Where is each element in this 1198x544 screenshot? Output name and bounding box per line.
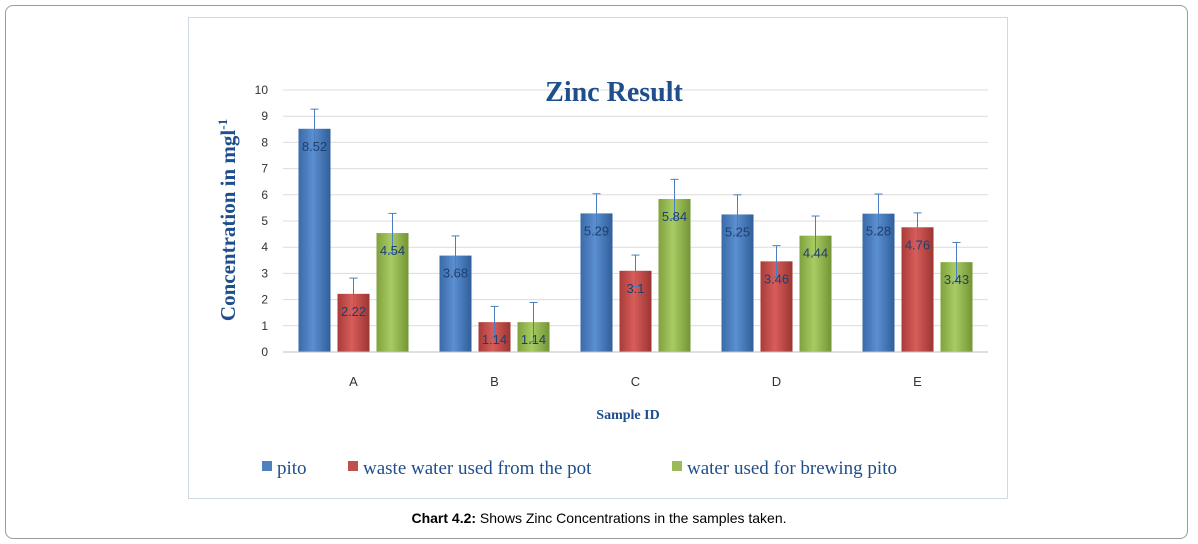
data-label: 3.46: [764, 271, 789, 286]
bar: [721, 214, 754, 352]
legend-swatch: [672, 461, 682, 471]
data-label: 2.22: [341, 304, 366, 319]
y-tick-label: 8: [261, 135, 268, 149]
x-tick-label: E: [913, 374, 922, 389]
x-tick-label: A: [349, 374, 358, 389]
bar: [901, 227, 934, 352]
y-tick-label: 5: [261, 214, 268, 228]
y-tick-label: 9: [261, 109, 268, 123]
data-label: 5.84: [662, 209, 687, 224]
y-tick-label: 7: [261, 162, 268, 176]
legend-label: pito: [277, 458, 307, 479]
data-label: 8.52: [302, 139, 327, 154]
caption-text: Shows Zinc Concentrations in the samples…: [476, 510, 787, 526]
bar: [580, 213, 613, 352]
y-axis-label: Concentration in mgl-1: [215, 119, 240, 321]
x-tick-label: B: [490, 374, 499, 389]
legend-swatch: [262, 461, 272, 471]
data-label: 5.29: [584, 223, 609, 238]
legend-swatch: [348, 461, 358, 471]
data-label: 1.14: [521, 332, 546, 347]
legend: pito waste water used from the pot water u…: [262, 458, 897, 479]
bar: [862, 213, 895, 352]
data-label: 3.68: [443, 266, 468, 281]
y-tick-label: 2: [261, 293, 268, 307]
figure-caption: Chart 4.2: Shows Zinc Concentrations in …: [0, 510, 1198, 526]
data-label: 5.28: [866, 224, 891, 239]
data-label: 1.14: [482, 332, 507, 347]
data-label: 3.1: [626, 281, 644, 296]
data-label: 4.76: [905, 237, 930, 252]
data-label: 4.44: [803, 246, 828, 261]
data-label: 3.43: [944, 272, 969, 287]
legend-label: water used for brewing pito: [687, 458, 897, 479]
y-tick-label: 4: [261, 240, 268, 254]
data-label: 4.54: [380, 243, 405, 258]
y-tick-label: 6: [261, 188, 268, 202]
x-tick-label: C: [631, 374, 640, 389]
legend-label: waste water used from the pot: [363, 458, 592, 479]
caption-label: Chart 4.2:: [411, 510, 477, 526]
data-label: 5.25: [725, 224, 750, 239]
bar: [298, 128, 331, 352]
x-axis-label: Sample ID: [596, 408, 659, 423]
y-tick-label: 1: [261, 319, 268, 333]
y-tick-label: 10: [255, 83, 269, 97]
y-tick-label: 3: [261, 266, 268, 280]
bar: [658, 198, 691, 352]
x-tick-label: D: [772, 374, 781, 389]
chart-title: Zinc Result: [545, 77, 683, 108]
y-tick-label: 0: [261, 345, 268, 359]
